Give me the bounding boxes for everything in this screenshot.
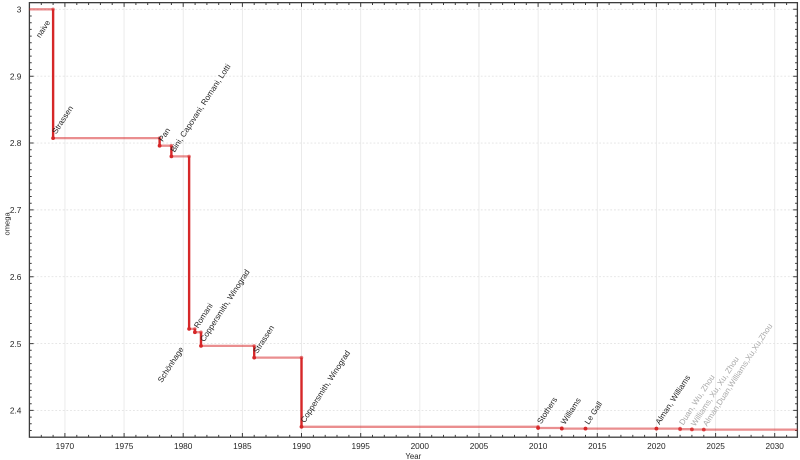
svg-text:3: 3: [17, 5, 22, 15]
svg-text:2.7: 2.7: [10, 205, 22, 215]
svg-text:2010: 2010: [529, 441, 548, 451]
svg-text:2000: 2000: [411, 441, 430, 451]
svg-text:1990: 1990: [292, 441, 311, 451]
svg-text:omega: omega: [3, 212, 12, 236]
svg-text:2.4: 2.4: [10, 406, 22, 416]
svg-text:2015: 2015: [588, 441, 607, 451]
svg-text:2005: 2005: [470, 441, 489, 451]
svg-text:2030: 2030: [765, 441, 784, 451]
svg-text:1985: 1985: [233, 441, 252, 451]
svg-text:2025: 2025: [706, 441, 725, 451]
svg-text:2020: 2020: [647, 441, 666, 451]
svg-text:2.8: 2.8: [10, 138, 22, 148]
svg-text:Year: Year: [405, 452, 421, 460]
svg-text:2.5: 2.5: [10, 339, 22, 349]
svg-text:1970: 1970: [56, 441, 75, 451]
svg-text:1995: 1995: [351, 441, 370, 451]
svg-text:1980: 1980: [174, 441, 193, 451]
svg-text:2.6: 2.6: [10, 272, 22, 282]
svg-text:1975: 1975: [115, 441, 134, 451]
svg-text:2.9: 2.9: [10, 71, 22, 81]
